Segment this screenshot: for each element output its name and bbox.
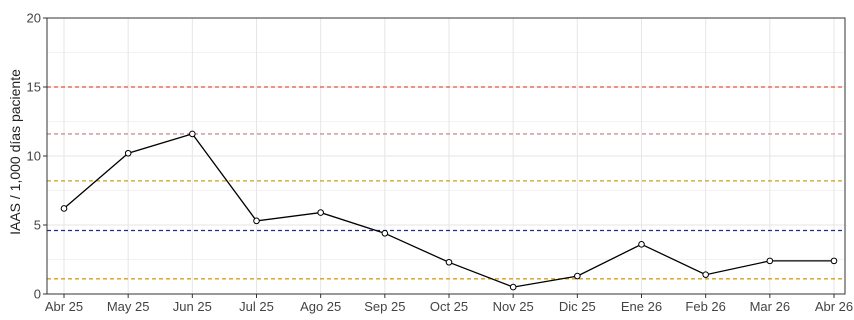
data-point bbox=[60, 205, 68, 212]
x-tick-label: Nov 25 bbox=[493, 299, 534, 314]
x-tick-label: Ene 26 bbox=[621, 299, 662, 314]
series bbox=[60, 130, 838, 291]
data-point bbox=[509, 283, 517, 291]
y-tick-label: 15 bbox=[27, 80, 41, 95]
x-tick-label: Feb 26 bbox=[685, 299, 725, 314]
x-axis: Abr 25 May 25 Jun 25 Jul 25 Ago 25 Sep 25 Oct … bbox=[45, 294, 853, 314]
y-axis: 0 5 10 15 20 bbox=[27, 11, 47, 302]
x-tick-label: Ago 25 bbox=[300, 299, 341, 314]
y-tick-label: 5 bbox=[34, 218, 41, 233]
reference-lines bbox=[47, 86, 845, 280]
y-tick-label: 10 bbox=[27, 149, 41, 164]
x-tick-label: Sep 25 bbox=[364, 299, 405, 314]
x-tick-label: Mar 26 bbox=[750, 299, 790, 314]
y-axis-title: IAAS / 1,000 días paciente bbox=[7, 69, 23, 235]
data-point bbox=[317, 209, 324, 216]
x-tick-label: Oct 25 bbox=[430, 299, 468, 314]
y-tick-label: 20 bbox=[27, 11, 41, 26]
data-point bbox=[253, 217, 260, 225]
x-tick-label: Jun 25 bbox=[173, 299, 212, 314]
x-tick-label: Jul 25 bbox=[239, 299, 274, 314]
data-point bbox=[638, 241, 645, 248]
data-point bbox=[124, 149, 132, 157]
x-tick-label: May 25 bbox=[107, 299, 150, 314]
data-point bbox=[574, 272, 581, 280]
x-tick-label: Abr 26 bbox=[815, 299, 853, 314]
data-point bbox=[445, 258, 453, 266]
data-point bbox=[702, 271, 709, 278]
x-tick-label: Dic 25 bbox=[559, 299, 596, 314]
data-point bbox=[189, 130, 196, 138]
y-tick-label: 0 bbox=[34, 287, 41, 302]
data-point bbox=[381, 229, 389, 237]
grid bbox=[47, 17, 845, 295]
data-point bbox=[830, 257, 838, 265]
x-tick-label: Abr 25 bbox=[45, 299, 83, 314]
data-point bbox=[766, 257, 774, 265]
